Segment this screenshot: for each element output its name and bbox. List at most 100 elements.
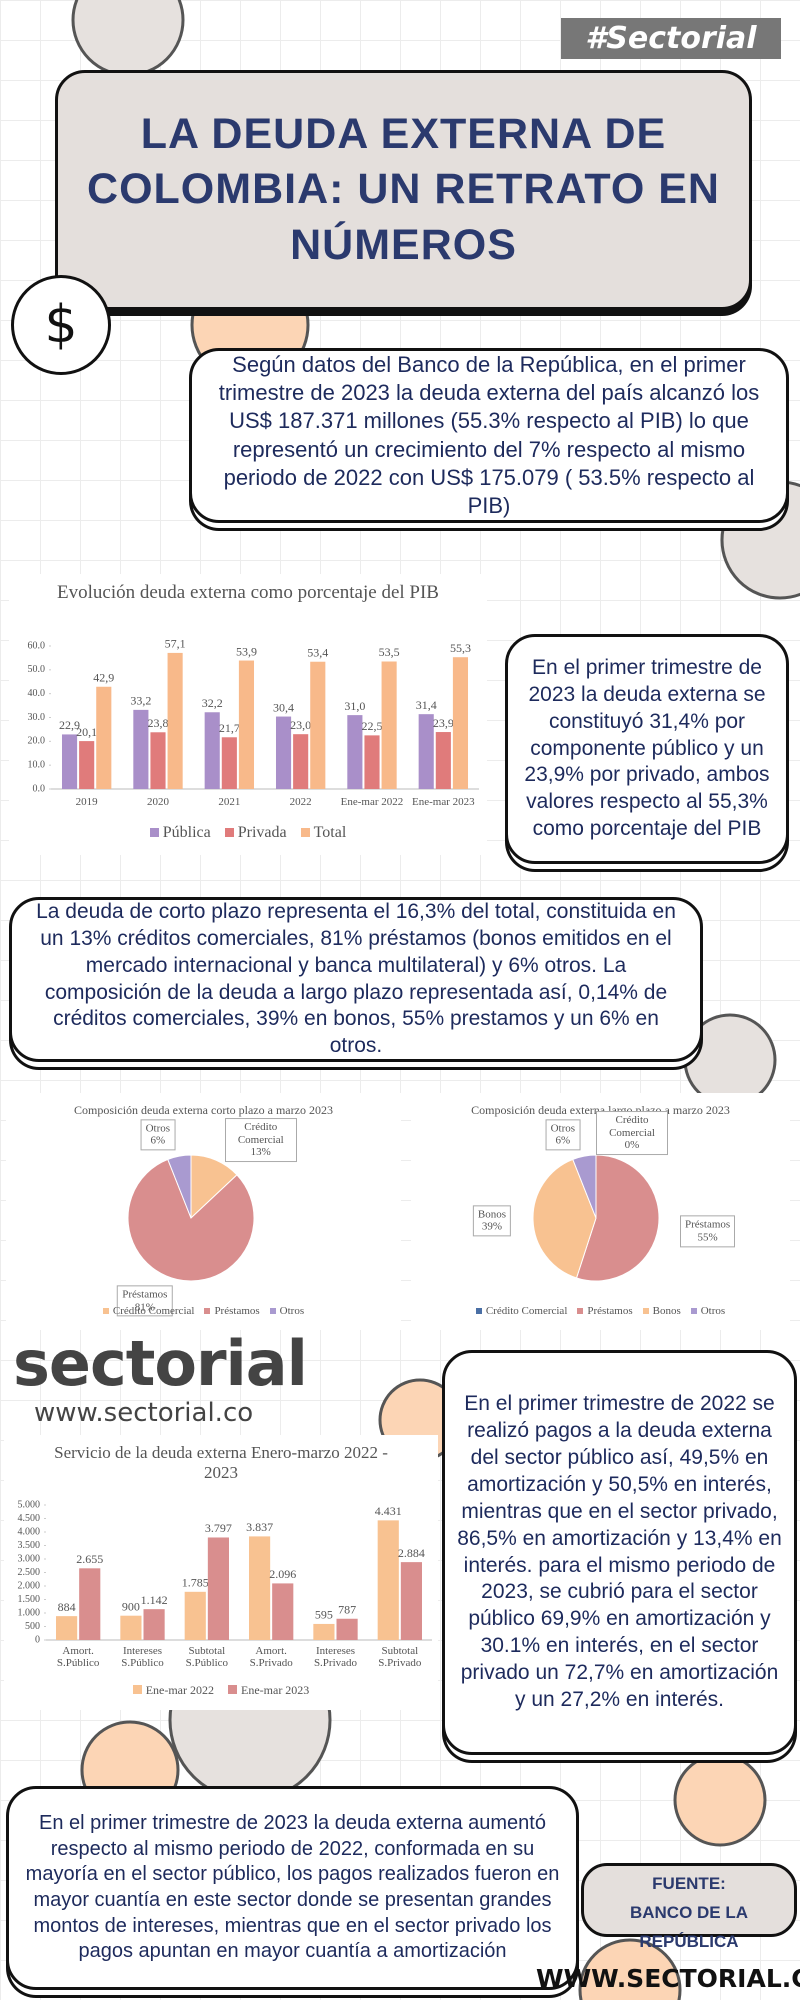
- value-label: 787: [338, 1603, 356, 1617]
- pie-slice: [127, 1158, 255, 1282]
- chart-title: Composición deuda externa corto plazo a …: [74, 1103, 333, 1117]
- x-tick-label: Intereses S.Privado: [313, 1645, 358, 1670]
- y-tick-label: 1.500: [18, 1594, 41, 1605]
- legend-swatch: [204, 1308, 211, 1314]
- pie-slice: [167, 1154, 192, 1219]
- y-tick-label: 60.0: [28, 640, 46, 651]
- y-tick-label: 4.000: [18, 1526, 41, 1537]
- x-tick-label: Ene-mar 2023: [412, 796, 475, 808]
- value-label: 22,9: [59, 718, 80, 732]
- bar: [435, 732, 451, 789]
- pie-slice: [575, 1154, 660, 1282]
- x-tick-label: Subtotal S.Privado: [378, 1645, 422, 1670]
- legend-item: Ene-mar 2023: [228, 1683, 309, 1698]
- legend-swatch: [300, 828, 310, 837]
- value-label: 42,9: [93, 671, 114, 685]
- bar: [400, 1562, 422, 1640]
- x-tick-label: Intereses S.Público: [121, 1645, 164, 1670]
- x-tick-label: 2021: [218, 796, 241, 808]
- bar: [167, 652, 183, 789]
- tag: #Sectorial: [561, 18, 781, 59]
- slice-label: Otros 6%: [545, 1118, 581, 1151]
- slice-label: Préstamos 55%: [679, 1215, 736, 1247]
- value-label: 3.797: [205, 1521, 232, 1535]
- legend-label: Total: [313, 824, 347, 841]
- value-label: 900: [122, 1599, 140, 1613]
- value-label: 1.785: [182, 1576, 209, 1590]
- legend-label: Crédito Comercial: [112, 1305, 195, 1317]
- chart-short-term: Composición deuda externa corto plazo a …: [6, 1093, 401, 1330]
- text-block: En el primer trimestre de 2023 la deuda …: [6, 1786, 579, 1990]
- bar: [418, 714, 434, 789]
- value-label: 22,5: [362, 719, 383, 733]
- value-label: 1.142: [141, 1593, 168, 1607]
- value-label: 2.884: [398, 1546, 425, 1560]
- source-box: FUENTE: BANCO DE LA REPÚBLICA: [581, 1863, 797, 1951]
- pie-slice: [572, 1154, 597, 1219]
- value-label: 53,9: [236, 644, 257, 658]
- y-tick-label: 3.500: [18, 1540, 41, 1551]
- bar: [221, 737, 237, 789]
- bar: [96, 686, 112, 789]
- legend: Ene-mar 2022 Ene-mar 2023: [4, 1683, 438, 1698]
- pie-slice: [532, 1158, 597, 1279]
- bar: [249, 1536, 271, 1640]
- bar: [377, 1520, 399, 1640]
- y-tick-label: 500: [25, 1621, 40, 1632]
- y-tick-label: 30.0: [28, 712, 46, 723]
- plot: 0 500 1.000 1.500 2.000 2.500 3.000 3.500 4.000 4…: [18, 1499, 432, 1645]
- bar: [207, 1537, 229, 1640]
- text-block: La deuda de corto plazo representa el 16…: [9, 897, 703, 1062]
- bar: [272, 1583, 294, 1640]
- slice-value: 6%: [150, 1134, 166, 1147]
- legend-label: Ene-mar 2022: [145, 1683, 214, 1697]
- x-tick-label: 2022: [289, 796, 312, 808]
- legend-item: Otros: [269, 1305, 304, 1317]
- bar: [313, 1623, 335, 1640]
- slice-name: Otros: [550, 1121, 576, 1134]
- dollar-icon: $: [11, 275, 111, 375]
- value-label: 53,4: [307, 645, 328, 659]
- value-label: 31,0: [344, 699, 365, 713]
- legend: Crédito Comercial Préstamos Bonos Otros: [411, 1305, 790, 1317]
- slice-value: 81%: [134, 1300, 155, 1313]
- legend-swatch: [228, 1685, 237, 1694]
- bar: [293, 734, 309, 789]
- value-label: 23,0: [290, 718, 311, 732]
- x-tick-label: 2019: [75, 796, 98, 808]
- value-label: 55,3: [450, 641, 471, 655]
- legend-item: Préstamos: [577, 1305, 633, 1317]
- bar: [275, 716, 292, 789]
- bar: [310, 661, 326, 789]
- legend: Crédito Comercial Préstamos Otros: [6, 1305, 401, 1317]
- value-label: 3.837: [246, 1520, 273, 1534]
- value-label: 31,4: [416, 698, 437, 712]
- legend-label: Crédito Comercial: [485, 1305, 568, 1317]
- value-label: 53,5: [379, 645, 400, 659]
- legend-item: Préstamos: [204, 1305, 260, 1317]
- legend-item: Crédito Comercial: [102, 1305, 195, 1317]
- legend-label: Privada: [237, 824, 287, 841]
- value-label: 23,9: [433, 716, 454, 730]
- x-tick-label: Amort. S.Privado: [249, 1645, 293, 1670]
- legend-label: Pública: [162, 824, 211, 841]
- slice-label: Bonos 39%: [472, 1205, 512, 1237]
- bar: [336, 1618, 358, 1640]
- legend: Pública Privada Total: [9, 824, 487, 842]
- chart-title: Servicio de la deuda externa Enero-marzo…: [54, 1443, 388, 1482]
- y-tick-label: 2.000: [18, 1580, 41, 1591]
- y-tick-label: 5.000: [18, 1499, 41, 1510]
- bar: [120, 1615, 142, 1640]
- value-label: 2.096: [269, 1567, 296, 1581]
- y-tick-label: 4.500: [18, 1513, 41, 1524]
- value-label: 2.655: [76, 1552, 103, 1566]
- y-tick-label: 0: [35, 1634, 40, 1645]
- bar: [143, 1609, 165, 1640]
- chart-debt-service: Servicio de la deuda externa Enero-marzo…: [4, 1435, 438, 1710]
- bar: [61, 734, 78, 789]
- plot: 0.0 10.0 20.0 30.0 40.0 50.0 60.0 22,920,1 42,9 3…: [28, 637, 479, 794]
- slice-name: Otros: [145, 1121, 171, 1134]
- value-label: 57,1: [165, 637, 186, 651]
- text-block: En el primer trimestre de 2023 la deuda …: [505, 634, 789, 864]
- slice-name: Crédito Comercial: [237, 1121, 284, 1146]
